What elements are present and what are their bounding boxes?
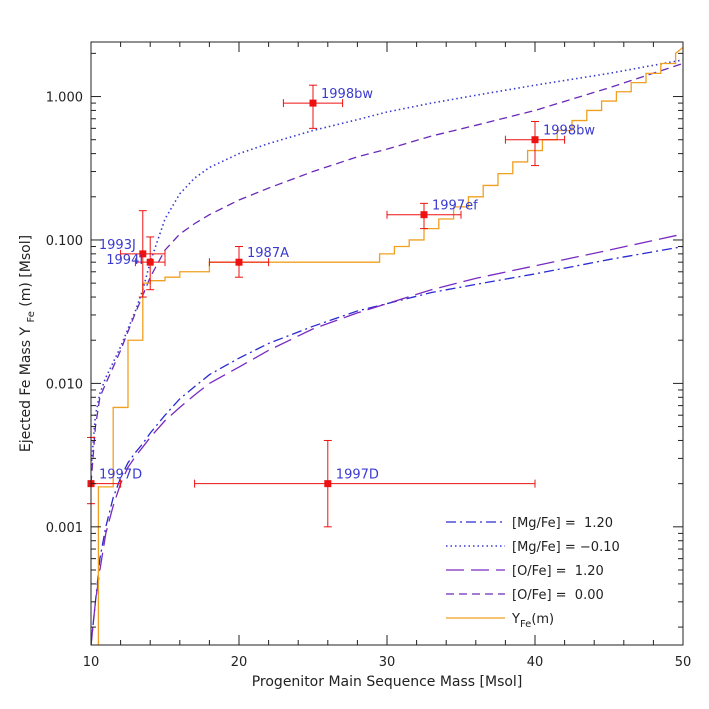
point-marker xyxy=(324,480,332,488)
y-axis-label: Ejected Fe Mass Y Fe (m) [Msol] xyxy=(18,235,38,452)
x-tick-label: 50 xyxy=(675,655,692,670)
y-tick-label: 0.001 xyxy=(46,521,83,536)
axes-layer: 10 20 30 40 50 0.001 0.010 0.100 1.000 xyxy=(46,42,691,670)
point-label: 1997ef xyxy=(432,199,478,214)
curve-series-step xyxy=(97,46,683,645)
point-marker xyxy=(235,258,243,266)
legend-label-rest: (m) xyxy=(531,612,554,627)
point-label: 1993J xyxy=(99,238,136,253)
point-label: 1997D xyxy=(99,468,142,483)
x-tick-label: 20 xyxy=(231,655,248,670)
data-point-1994I: 1994I xyxy=(106,236,166,291)
x-tick-label: 10 xyxy=(83,655,100,670)
point-label: 1997D xyxy=(336,468,379,483)
legend-label-symbol: Y xyxy=(511,612,520,627)
curves-layer xyxy=(91,46,683,645)
curve-series-dashed xyxy=(91,62,683,484)
legend-label: [O/Fe] = 0.00 xyxy=(512,588,604,603)
y-axis-label-main: Ejected Fe Mass xyxy=(18,340,34,452)
curve-series-dotted xyxy=(91,59,683,470)
data-point-1997ef: 1997ef xyxy=(386,199,478,230)
curve-series-longdash xyxy=(91,233,683,645)
point-label: 1998bw xyxy=(321,87,373,102)
legend-label: [Mg/Fe] = −0.10 xyxy=(512,540,620,555)
data-point-1997D: 1997D xyxy=(194,439,536,528)
x-tick-label: 30 xyxy=(379,655,396,670)
data-point-1998bw: 1998bw xyxy=(282,84,373,129)
y-tick-label: 0.100 xyxy=(46,234,83,249)
legend-label: [O/Fe] = 1.20 xyxy=(512,564,604,579)
legend-label-sub: Fe xyxy=(520,619,531,630)
point-label: 1987A xyxy=(247,246,289,261)
data-point-1998bw: 1998bw xyxy=(504,120,595,167)
data-point-1993J: 1993J xyxy=(99,210,166,298)
y-axis-label-sub: Fe xyxy=(26,311,37,322)
data-point-1997D: 1997D xyxy=(87,436,142,505)
y-tick-label: 0.010 xyxy=(46,377,83,392)
x-axis-label: Progenitor Main Sequence Mass [Msol] xyxy=(252,674,523,690)
x-tick-label: 40 xyxy=(527,655,544,670)
point-marker xyxy=(420,211,428,219)
point-marker xyxy=(531,136,539,144)
point-marker xyxy=(139,250,147,258)
legend-label: YFe(m) xyxy=(511,612,554,630)
y-axis-label-symbol: Y xyxy=(18,327,34,337)
data-point-1987A: 1987A xyxy=(208,246,289,278)
point-marker xyxy=(309,99,317,107)
legend-label: [Mg/Fe] = 1.20 xyxy=(512,516,613,531)
curve-series-dashdot xyxy=(91,245,683,645)
point-label: 1998bw xyxy=(543,124,595,139)
point-marker xyxy=(146,258,154,266)
point-label: 1994I xyxy=(106,253,143,268)
y-axis-label-suffix: (m) [Msol] xyxy=(18,235,34,307)
y-tick-label: 1.000 xyxy=(46,91,83,106)
legend: [Mg/Fe] = 1.20 [Mg/Fe] = −0.10 [O/Fe] = 1.… xyxy=(446,516,620,630)
